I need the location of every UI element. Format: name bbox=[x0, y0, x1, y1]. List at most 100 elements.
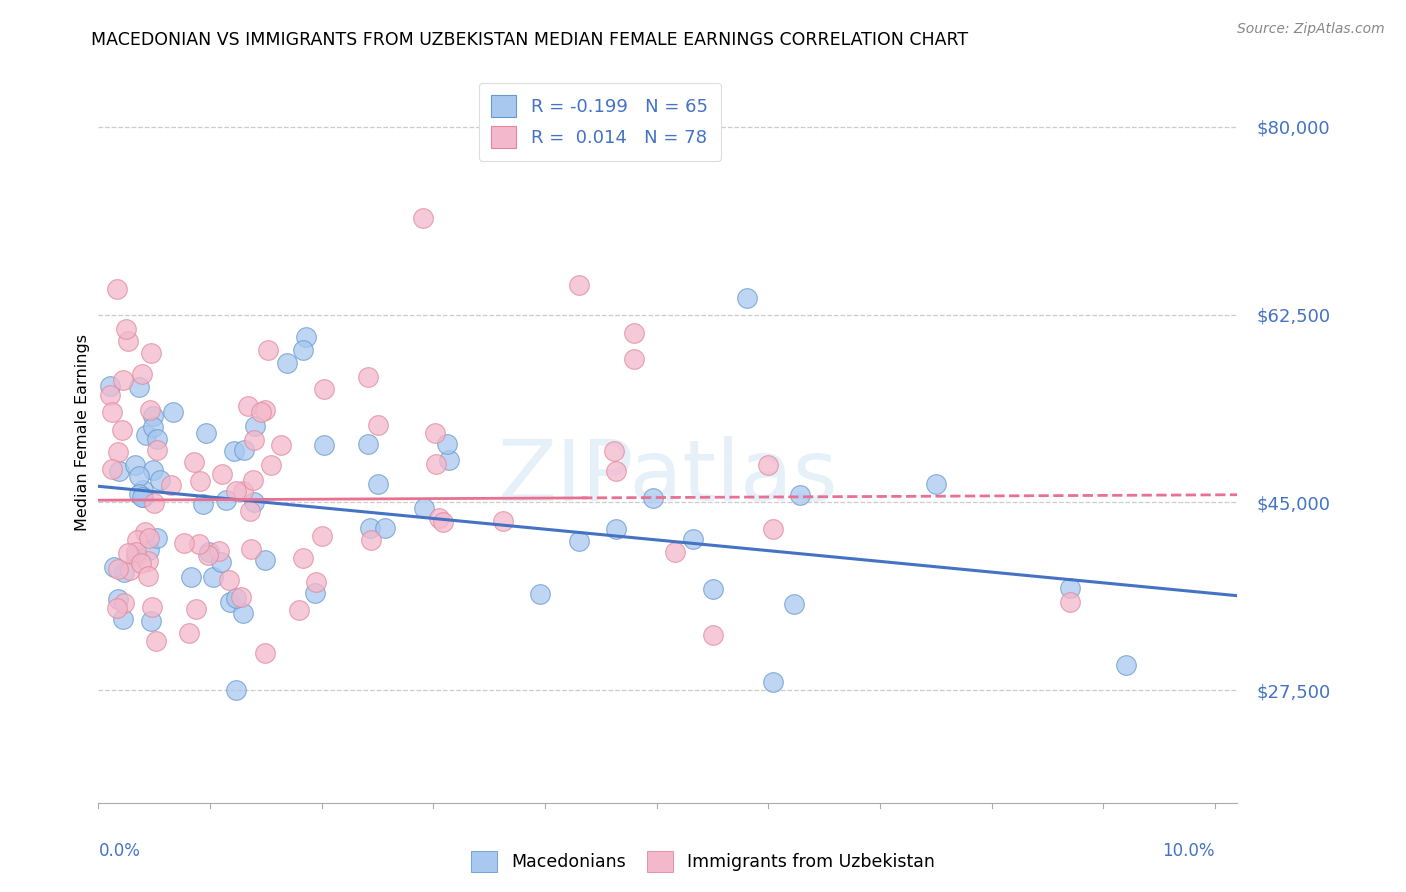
Point bbox=[357, 369, 380, 384]
Point bbox=[98, 379, 121, 393]
Point bbox=[225, 591, 247, 605]
Point bbox=[107, 562, 129, 576]
Text: ZIPatlas: ZIPatlas bbox=[498, 435, 838, 518]
Point bbox=[242, 473, 264, 487]
Point bbox=[427, 510, 450, 524]
Point bbox=[735, 292, 758, 306]
Point bbox=[374, 521, 396, 535]
Point bbox=[359, 521, 381, 535]
Point bbox=[117, 334, 139, 349]
Y-axis label: Median Female Earnings: Median Female Earnings bbox=[75, 334, 90, 531]
Text: MACEDONIAN VS IMMIGRANTS FROM UZBEKISTAN MEDIAN FEMALE EARNINGS CORRELATION CHAR: MACEDONIAN VS IMMIGRANTS FROM UZBEKISTAN… bbox=[91, 31, 969, 49]
Point bbox=[492, 514, 515, 528]
Point bbox=[412, 211, 434, 225]
Point bbox=[145, 634, 167, 648]
Point bbox=[142, 463, 165, 477]
Point bbox=[146, 432, 169, 446]
Point bbox=[288, 602, 311, 616]
Point bbox=[125, 533, 148, 548]
Point bbox=[125, 549, 148, 563]
Point bbox=[762, 522, 785, 536]
Point bbox=[215, 492, 238, 507]
Point bbox=[103, 560, 125, 574]
Point bbox=[135, 428, 157, 442]
Point bbox=[243, 495, 266, 509]
Point bbox=[190, 474, 212, 488]
Point bbox=[218, 595, 240, 609]
Point bbox=[682, 533, 704, 547]
Point bbox=[311, 529, 333, 543]
Point bbox=[138, 532, 160, 546]
Point bbox=[132, 483, 155, 498]
Text: 0.0%: 0.0% bbox=[98, 842, 141, 860]
Point bbox=[762, 675, 785, 690]
Point bbox=[270, 438, 292, 452]
Point bbox=[756, 458, 779, 472]
Point bbox=[623, 351, 645, 366]
Point bbox=[162, 405, 184, 419]
Point bbox=[250, 405, 273, 419]
Point bbox=[432, 515, 454, 529]
Point bbox=[107, 464, 129, 478]
Point bbox=[141, 346, 163, 360]
Point bbox=[529, 587, 551, 601]
Point bbox=[253, 402, 276, 417]
Point bbox=[173, 535, 195, 549]
Point bbox=[260, 458, 283, 472]
Point bbox=[254, 553, 277, 567]
Point bbox=[141, 600, 163, 615]
Text: Source: ZipAtlas.com: Source: ZipAtlas.com bbox=[1237, 22, 1385, 37]
Point bbox=[668, 136, 690, 150]
Point bbox=[231, 590, 253, 604]
Point bbox=[357, 437, 380, 451]
Point bbox=[208, 544, 231, 558]
Point bbox=[643, 491, 665, 505]
Point bbox=[225, 484, 247, 499]
Point bbox=[112, 596, 135, 610]
Point bbox=[257, 343, 280, 358]
Point bbox=[243, 433, 266, 447]
Point bbox=[437, 452, 460, 467]
Point bbox=[232, 484, 254, 499]
Text: 10.0%: 10.0% bbox=[1163, 842, 1215, 860]
Point bbox=[664, 545, 686, 559]
Point bbox=[129, 556, 152, 570]
Point bbox=[111, 612, 134, 626]
Point bbox=[180, 570, 202, 584]
Point bbox=[198, 545, 221, 559]
Point bbox=[1059, 581, 1081, 595]
Point bbox=[143, 496, 166, 510]
Point bbox=[567, 277, 589, 292]
Point bbox=[118, 563, 141, 577]
Point bbox=[602, 443, 624, 458]
Point bbox=[146, 531, 169, 545]
Point bbox=[623, 326, 645, 340]
Point bbox=[160, 478, 183, 492]
Point bbox=[783, 597, 806, 611]
Point bbox=[115, 322, 138, 336]
Point bbox=[243, 419, 266, 434]
Point bbox=[105, 282, 128, 296]
Point bbox=[702, 582, 724, 597]
Point bbox=[240, 542, 263, 557]
Point bbox=[292, 343, 315, 357]
Point bbox=[188, 536, 211, 550]
Point bbox=[125, 545, 148, 559]
Point bbox=[132, 490, 155, 504]
Point bbox=[197, 548, 219, 562]
Point bbox=[605, 522, 627, 536]
Point bbox=[925, 477, 948, 491]
Point bbox=[124, 458, 146, 472]
Point bbox=[367, 476, 389, 491]
Point bbox=[567, 533, 589, 548]
Point bbox=[232, 606, 254, 620]
Point bbox=[605, 463, 627, 477]
Point bbox=[128, 468, 150, 483]
Point bbox=[312, 438, 335, 452]
Point bbox=[1115, 658, 1137, 673]
Point bbox=[224, 443, 246, 458]
Point bbox=[101, 405, 124, 419]
Point bbox=[138, 554, 160, 568]
Point bbox=[209, 555, 232, 569]
Point bbox=[183, 454, 205, 468]
